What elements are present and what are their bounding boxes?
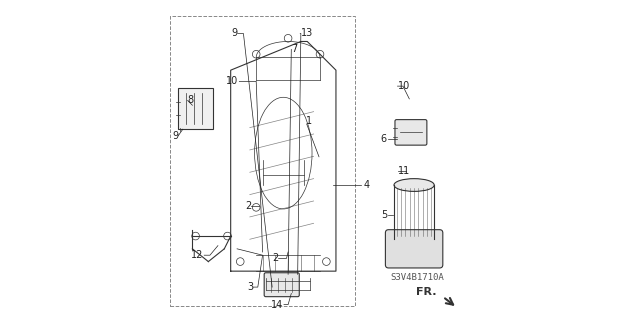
Text: 2: 2 — [245, 201, 252, 211]
Text: 10: 10 — [227, 76, 239, 86]
Text: 12: 12 — [191, 250, 204, 260]
Ellipse shape — [394, 233, 434, 246]
FancyBboxPatch shape — [178, 88, 213, 129]
Text: 3: 3 — [247, 282, 253, 292]
Text: FR.: FR. — [416, 287, 436, 297]
FancyBboxPatch shape — [385, 230, 443, 268]
Text: 2: 2 — [272, 253, 278, 263]
Text: 5: 5 — [381, 210, 387, 220]
Ellipse shape — [394, 179, 434, 191]
Text: 10: 10 — [398, 81, 410, 91]
Text: 9: 9 — [172, 130, 178, 141]
Text: 11: 11 — [398, 166, 410, 176]
Text: 14: 14 — [271, 300, 284, 310]
Text: 8: 8 — [188, 95, 194, 106]
FancyBboxPatch shape — [395, 120, 427, 145]
Text: 7: 7 — [291, 44, 298, 55]
FancyBboxPatch shape — [264, 273, 300, 297]
Text: 9: 9 — [231, 28, 237, 39]
Text: 6: 6 — [381, 134, 387, 144]
Text: S3V4B1710A: S3V4B1710A — [390, 273, 444, 282]
Text: 13: 13 — [301, 28, 313, 39]
Text: 4: 4 — [363, 180, 369, 190]
Text: 1: 1 — [306, 116, 312, 126]
